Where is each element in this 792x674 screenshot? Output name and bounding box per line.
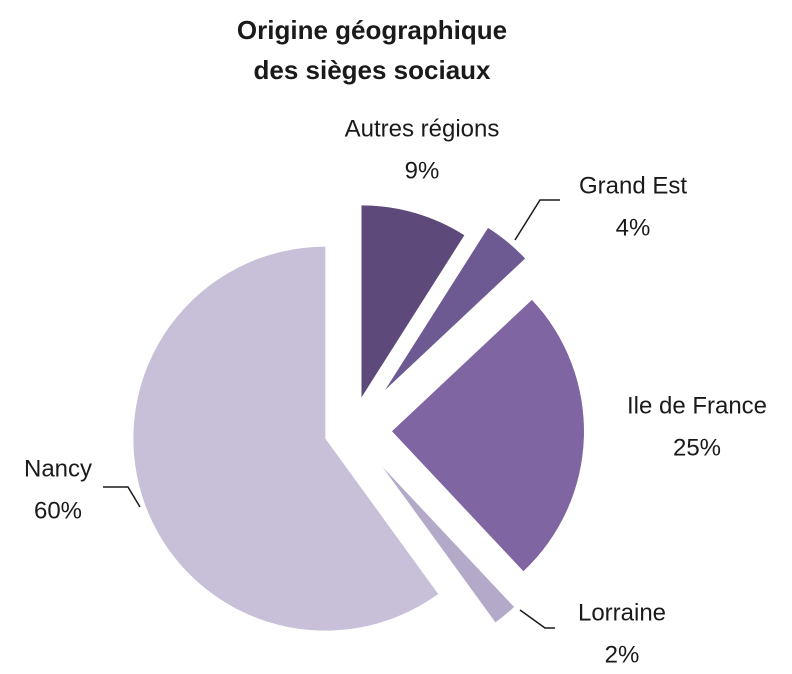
pie-slice	[385, 227, 526, 390]
leader-line	[519, 609, 555, 629]
slice-label: Lorraine	[578, 599, 666, 626]
slice-label: Autres régions	[345, 115, 500, 142]
value-label: 9%	[405, 157, 440, 184]
chart-title: des sièges sociaux	[253, 55, 491, 85]
value-label: 2%	[605, 641, 640, 668]
slice-label: Ile de France	[627, 392, 767, 419]
chart-title: Origine géographique	[237, 15, 507, 45]
value-label: 25%	[673, 434, 721, 461]
leader-line	[514, 199, 560, 241]
leader-line	[103, 486, 141, 508]
slice-label: Nancy	[24, 455, 92, 482]
pie-slice	[382, 466, 515, 623]
pie-slice	[361, 205, 465, 398]
value-label: 60%	[34, 497, 82, 524]
pie-slice	[133, 246, 439, 631]
slice-label: Grand Est	[579, 172, 687, 199]
pie-slice	[391, 299, 584, 572]
value-label: 4%	[616, 214, 651, 241]
